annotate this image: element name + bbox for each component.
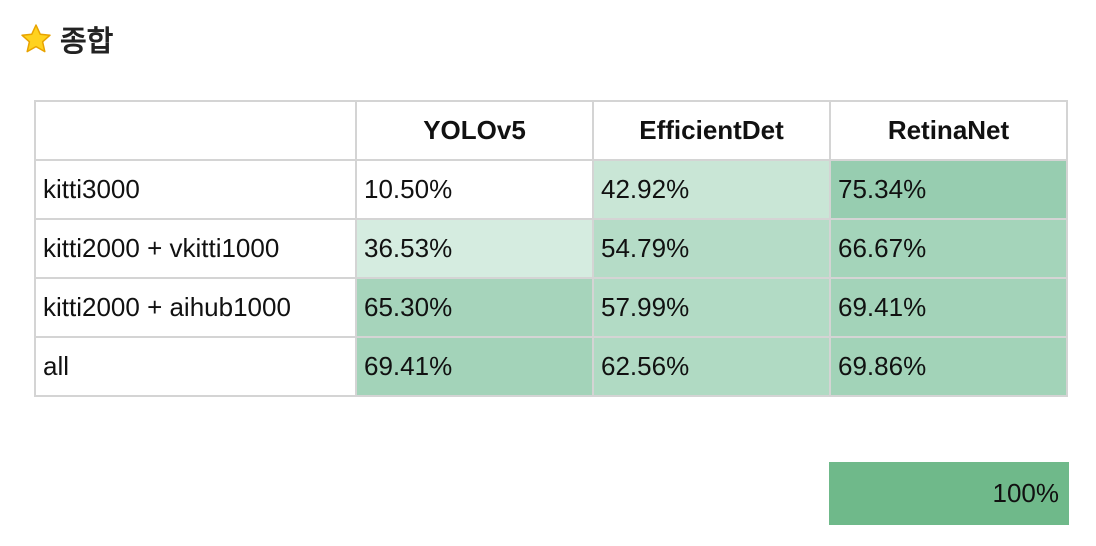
section-title: 종합: [60, 24, 114, 58]
header-efficientdet: EfficientDet: [592, 100, 831, 161]
star-icon: [21, 24, 51, 53]
table-cell: 69.41%: [355, 336, 594, 397]
row-label: all: [34, 336, 357, 397]
table-cell: 65.30%: [355, 277, 594, 338]
table-row: kitti2000 + vkitti1000 36.53% 54.79% 66.…: [34, 218, 1068, 279]
table-cell: 36.53%: [355, 218, 594, 279]
table-cell: 10.50%: [355, 159, 594, 220]
table-cell: 75.34%: [829, 159, 1068, 220]
table-cell: 69.41%: [829, 277, 1068, 338]
table-header-row: YOLOv5 EfficientDet RetinaNet: [34, 100, 1068, 161]
table-cell: 42.92%: [592, 159, 831, 220]
table-cell: 54.79%: [592, 218, 831, 279]
table-row: kitti2000 + aihub1000 65.30% 57.99% 69.4…: [34, 277, 1068, 338]
scale-max-label: 100%: [992, 478, 1060, 508]
results-table: YOLOv5 EfficientDet RetinaNet kitti3000 …: [34, 100, 1068, 397]
table-row: kitti3000 10.50% 42.92% 75.34%: [34, 159, 1068, 220]
table-cell: 57.99%: [592, 277, 831, 338]
table-cell: 66.67%: [829, 218, 1068, 279]
row-label: kitti2000 + aihub1000: [34, 277, 357, 338]
scale-max-cell: 100%: [829, 462, 1069, 525]
header-yolov5: YOLOv5: [355, 100, 594, 161]
section-heading: 종합: [20, 18, 113, 60]
header-corner: [34, 100, 357, 161]
row-label: kitti3000: [34, 159, 357, 220]
table-cell: 62.56%: [592, 336, 831, 397]
row-label: kitti2000 + vkitti1000: [34, 218, 357, 279]
table-row: all 69.41% 62.56% 69.86%: [34, 336, 1068, 397]
table-cell: 69.86%: [829, 336, 1068, 397]
header-retinanet: RetinaNet: [829, 100, 1068, 161]
